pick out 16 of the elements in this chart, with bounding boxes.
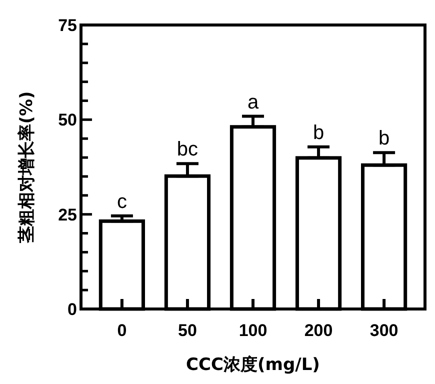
annotation: b	[378, 128, 390, 150]
y-axis-title: 茎粗相对增长率(%)	[17, 91, 37, 244]
x-tick-label: 300	[370, 321, 398, 340]
y-tick-label: 75	[58, 16, 77, 35]
x-axis-title: CCC浓度(mg/L)	[186, 355, 320, 375]
x-tick-label: 200	[304, 321, 333, 340]
y-tick-label: 50	[58, 110, 77, 130]
annotation: a	[247, 91, 260, 114]
y-tick-label: 0	[68, 300, 77, 319]
x-tick-label: 100	[238, 321, 268, 340]
x-tick-label: 50	[178, 321, 197, 340]
annotation: bc	[176, 138, 198, 161]
y-tick-label: 25	[58, 205, 77, 224]
annotation: c	[116, 190, 127, 213]
annotation: b	[312, 122, 324, 144]
x-tick-label: 0	[117, 321, 127, 340]
